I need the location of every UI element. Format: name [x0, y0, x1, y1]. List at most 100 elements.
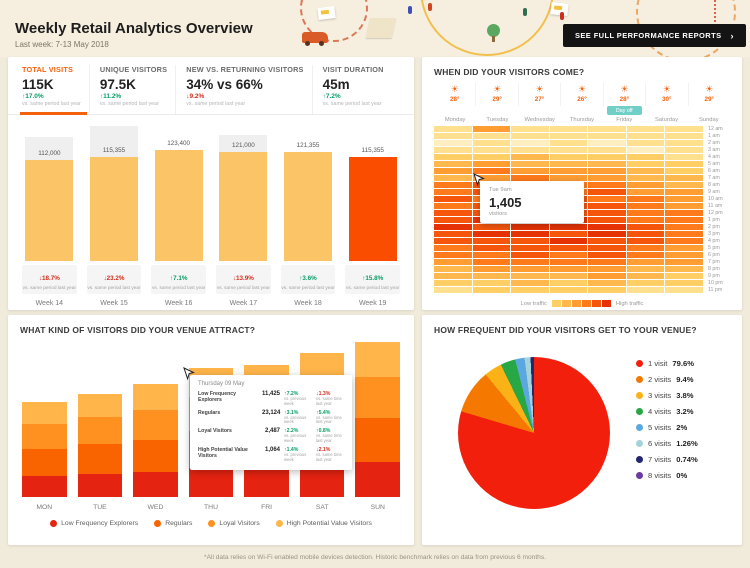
heatmap-cell[interactable]: [626, 224, 665, 230]
visit-frequency-pie[interactable]: [458, 357, 610, 509]
heatmap-cell[interactable]: [434, 238, 472, 244]
heatmap-cell[interactable]: [626, 280, 665, 286]
heatmap-cell[interactable]: [626, 175, 665, 181]
stacked-bar[interactable]: [77, 341, 123, 497]
heatmap-cell[interactable]: [665, 154, 703, 160]
heatmap-cell[interactable]: [549, 245, 588, 251]
heatmap-cell[interactable]: [588, 182, 626, 188]
heatmap-cell[interactable]: [549, 140, 588, 146]
heatmap-cell[interactable]: [588, 287, 626, 293]
stacked-bar-group[interactable]: SUN: [355, 341, 401, 511]
heatmap-cell[interactable]: [549, 126, 588, 132]
heatmap-cell[interactable]: [511, 287, 549, 293]
heatmap-cell[interactable]: [511, 259, 549, 265]
heatmap-cell[interactable]: [588, 189, 626, 195]
heatmap-cell[interactable]: [626, 252, 665, 258]
weekly-bar-group[interactable]: 123,400 ↑7.1% vs. same period last year Wee…: [151, 125, 207, 307]
heatmap-cell[interactable]: [511, 133, 549, 139]
heatmap-cell[interactable]: [472, 231, 511, 237]
heatmap-cell[interactable]: [472, 238, 511, 244]
heatmap-cell[interactable]: [472, 224, 511, 230]
heatmap-cell[interactable]: [626, 266, 665, 272]
heatmap-cell[interactable]: [434, 189, 472, 195]
heatmap-cell[interactable]: [626, 161, 665, 167]
heatmap-cell[interactable]: [626, 273, 665, 279]
heatmap-cell[interactable]: [626, 154, 665, 160]
heatmap-cell[interactable]: [665, 189, 703, 195]
heatmap-cell[interactable]: [511, 175, 549, 181]
heatmap-cell[interactable]: [434, 231, 472, 237]
see-full-reports-button[interactable]: SEE FULL PERFORMANCE REPORTS ›: [563, 24, 746, 47]
heatmap-cell[interactable]: [511, 126, 549, 132]
heatmap-cell[interactable]: [434, 217, 472, 223]
heatmap-cell[interactable]: [434, 224, 472, 230]
heatmap-cell[interactable]: [626, 245, 665, 251]
heatmap-cell[interactable]: [511, 252, 549, 258]
heatmap-cell[interactable]: [588, 252, 626, 258]
heatmap-cell[interactable]: [434, 126, 472, 132]
heatmap-cell[interactable]: [511, 140, 549, 146]
heatmap-cell[interactable]: [665, 224, 703, 230]
weekly-bar[interactable]: [283, 151, 333, 261]
heatmap-cell[interactable]: [434, 196, 472, 202]
weekly-bar[interactable]: [154, 149, 203, 261]
heatmap-cell[interactable]: [511, 147, 549, 153]
heatmap-cell[interactable]: [665, 196, 703, 202]
heatmap-cell[interactable]: [472, 161, 511, 167]
stacked-bar[interactable]: [22, 341, 67, 497]
heatmap-cell[interactable]: [626, 203, 665, 209]
heatmap-cell[interactable]: [665, 147, 703, 153]
kpi-tab-total-visits[interactable]: TOTAL VISITS 115K ↑17.0% vs. same period la…: [20, 65, 89, 115]
heatmap-cell[interactable]: [588, 140, 626, 146]
heatmap-cell[interactable]: [549, 252, 588, 258]
heatmap-cell[interactable]: [549, 168, 588, 174]
heatmap-cell[interactable]: [472, 140, 511, 146]
stacked-bar-group[interactable]: TUE: [77, 341, 123, 511]
heatmap-cell[interactable]: [549, 175, 588, 181]
heatmap-cell[interactable]: [472, 280, 511, 286]
heatmap-cell[interactable]: [434, 147, 472, 153]
heatmap-cell[interactable]: [549, 273, 588, 279]
heatmap-cell[interactable]: [472, 133, 511, 139]
heatmap-cell[interactable]: [665, 273, 703, 279]
heatmap-cell[interactable]: [472, 287, 511, 293]
heatmap-cell[interactable]: [626, 231, 665, 237]
heatmap-cell[interactable]: [434, 252, 472, 258]
heatmap-cell[interactable]: [588, 147, 626, 153]
heatmap-cell[interactable]: [626, 287, 665, 293]
heatmap-cell[interactable]: [588, 266, 626, 272]
heatmap-cell[interactable]: [434, 154, 472, 160]
heatmap-cell[interactable]: [588, 231, 626, 237]
stacked-bar-group[interactable]: MON: [22, 341, 67, 511]
heatmap-cell[interactable]: [511, 231, 549, 237]
heatmap-cell[interactable]: [434, 280, 472, 286]
heatmap-cell[interactable]: [588, 217, 626, 223]
heatmap-cell[interactable]: [588, 210, 626, 216]
weekly-bar-group[interactable]: 115,355 ↑15.8% vs. same period last year We…: [345, 125, 401, 307]
heatmap-cell[interactable]: [626, 182, 665, 188]
heatmap-cell[interactable]: [549, 154, 588, 160]
heatmap-cell[interactable]: [626, 217, 665, 223]
heatmap-cell[interactable]: [511, 238, 549, 244]
heatmap-cell[interactable]: [665, 175, 703, 181]
heatmap-cell[interactable]: [549, 224, 588, 230]
heatmap-cell[interactable]: [549, 133, 588, 139]
heatmap-cell[interactable]: [588, 259, 626, 265]
heatmap-cell[interactable]: [665, 203, 703, 209]
heatmap-cell[interactable]: [434, 245, 472, 251]
heatmap-cell[interactable]: [549, 280, 588, 286]
heatmap-cell[interactable]: [511, 273, 549, 279]
weekly-bar[interactable]: [89, 157, 139, 261]
heatmap-cell[interactable]: [511, 161, 549, 167]
heatmap-cell[interactable]: [434, 140, 472, 146]
heatmap-cell[interactable]: [472, 168, 511, 174]
heatmap-cell[interactable]: [472, 259, 511, 265]
heatmap-cell[interactable]: [665, 259, 703, 265]
weekly-bar[interactable]: [348, 157, 397, 261]
weekly-bar[interactable]: [25, 160, 74, 261]
heatmap-cell[interactable]: [665, 133, 703, 139]
heatmap-cell[interactable]: [626, 210, 665, 216]
heatmap-cell[interactable]: [665, 210, 703, 216]
heatmap-cell[interactable]: [665, 182, 703, 188]
heatmap-cell[interactable]: [434, 182, 472, 188]
